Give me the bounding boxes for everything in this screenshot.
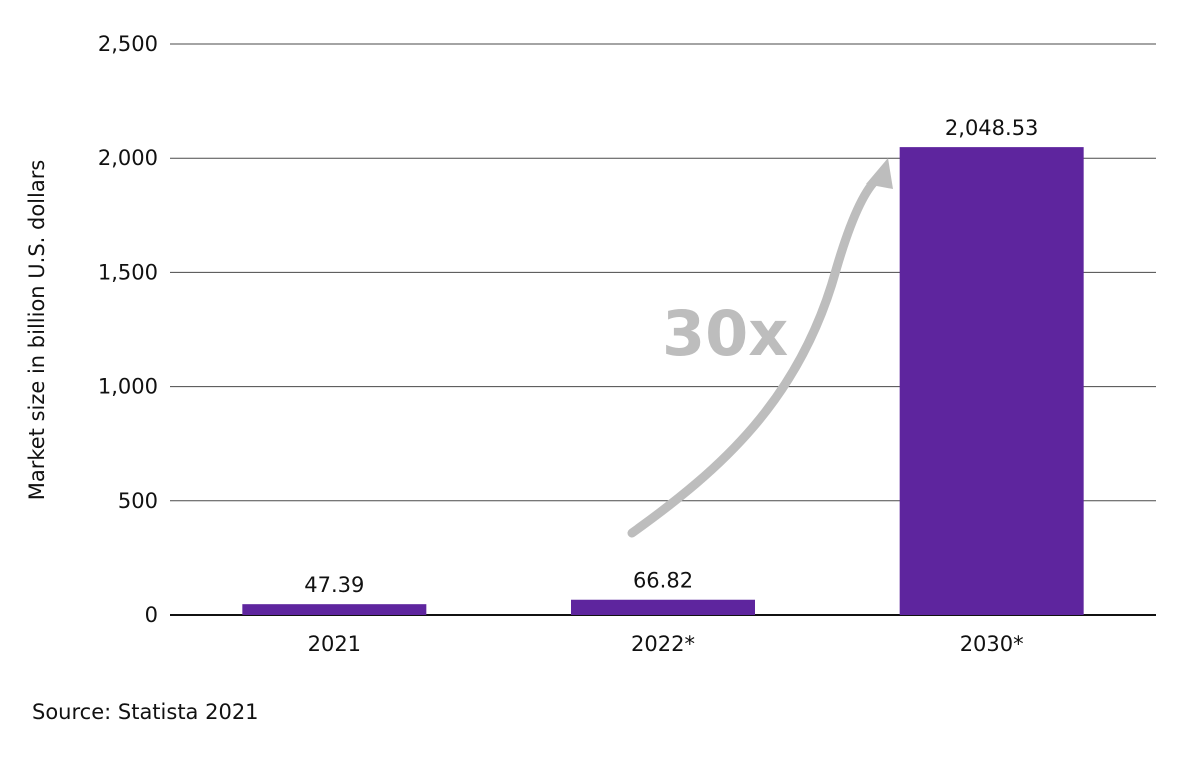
y-tick-label: 0: [145, 603, 158, 627]
data-label: 2,048.53: [945, 116, 1039, 140]
bar: [242, 604, 427, 615]
y-axis-ticks: 0 500 1,000 1,500 2,000 2,500: [98, 32, 158, 627]
growth-annotation-text: 30x: [662, 297, 788, 370]
x-tick-label: 2021: [308, 632, 361, 656]
growth-arrowhead: [866, 158, 893, 189]
y-tick-label: 500: [118, 489, 158, 513]
data-label: 66.82: [633, 569, 693, 593]
x-axis-ticks: 2021 2022* 2030*: [308, 632, 1024, 656]
x-tick-label: 2022*: [631, 632, 695, 656]
y-tick-label: 1,500: [98, 260, 158, 284]
bar: [899, 147, 1084, 615]
data-label: 47.39: [304, 573, 364, 597]
data-labels: 47.39 66.82 2,048.53: [304, 116, 1038, 597]
y-tick-label: 1,000: [98, 375, 158, 399]
source-note: Source: Statista 2021: [32, 700, 259, 724]
y-tick-label: 2,500: [98, 32, 158, 56]
y-tick-label: 2,000: [98, 146, 158, 170]
x-tick-label: 2030*: [960, 632, 1024, 656]
growth-annotation: 30x: [627, 158, 893, 538]
bar: [571, 599, 755, 615]
y-axis-label: Market size in billion U.S. dollars: [25, 160, 49, 501]
growth-arrow: [627, 173, 883, 538]
bars: [242, 147, 1084, 615]
